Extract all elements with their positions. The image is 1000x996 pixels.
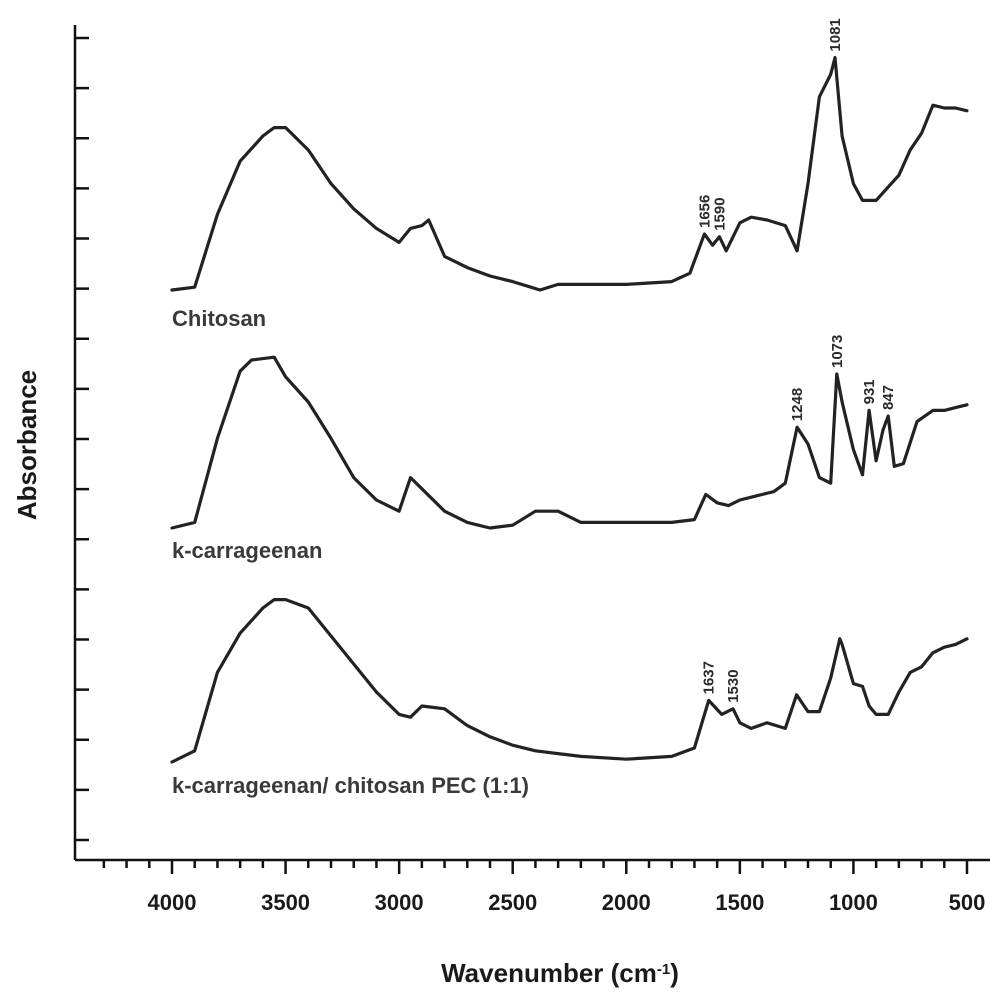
traces [170, 56, 969, 764]
series-trace-2 [170, 598, 969, 764]
series-label-k-carrageenan: k-carrageenan [172, 538, 322, 563]
x-tick-label: 3000 [375, 890, 424, 915]
peak-label: 931 [861, 379, 878, 404]
series-trace-1 [170, 355, 969, 530]
peak-label: 1530 [725, 669, 742, 702]
x-tick-label: 1000 [829, 890, 878, 915]
x-ticks: 4000 3500 3000 2500 2000 1500 1000 500 [102, 860, 986, 915]
peak-label: 1637 [701, 661, 718, 694]
x-tick-label: 1500 [715, 890, 764, 915]
x-axis-title-close: ) [670, 958, 679, 988]
x-tick-label: 2000 [602, 890, 651, 915]
peak-label: 1656 [696, 195, 713, 228]
peak-label: 847 [880, 385, 897, 410]
y-axis-title: Absorbance [12, 370, 42, 520]
x-tick-label: 4000 [148, 890, 197, 915]
series-label-pec: k-carrageenan/ chitosan PEC (1:1) [172, 773, 529, 798]
x-axis-title-main: Wavenumber (cm [441, 958, 657, 988]
series-trace-0 [170, 56, 969, 292]
peak-label: 1590 [711, 197, 728, 230]
peak-label: 1073 [829, 335, 846, 368]
series-label-chitosan: Chitosan [172, 306, 266, 331]
y-ticks [75, 36, 89, 842]
x-tick-label: 2500 [488, 890, 537, 915]
peak-label: 1248 [789, 388, 806, 421]
axes: 4000 3500 3000 2500 2000 1500 1000 500 [73, 25, 990, 915]
x-tick-label: 3500 [261, 890, 310, 915]
x-axis-title-sup: -1 [657, 961, 670, 978]
peak-label: 1081 [827, 18, 844, 51]
x-tick-label: 500 [949, 890, 986, 915]
x-axis-title: Wavenumber (cm-1) [441, 958, 679, 988]
